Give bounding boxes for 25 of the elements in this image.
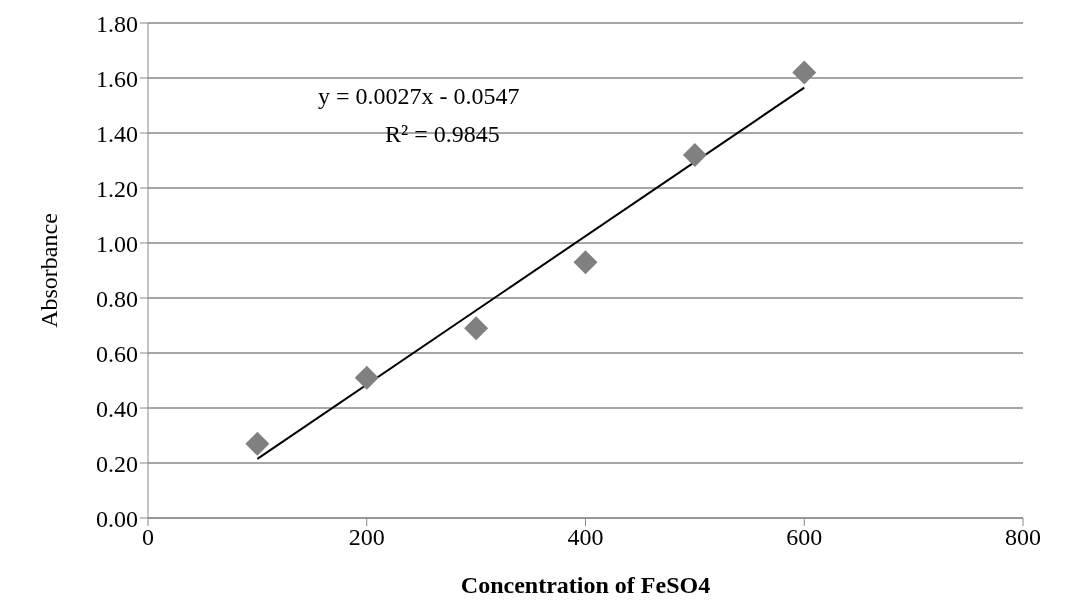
x-tick-label: 400 [567,524,604,551]
point [245,431,270,456]
y-tick-label: 0.00 [96,505,138,532]
y-tick-label: 0.20 [96,450,138,477]
y-tick-label: 1.80 [96,10,138,37]
y-tick-label: 1.00 [96,230,138,257]
y-tick-label: 1.40 [96,120,138,147]
x-tick-label: 800 [1005,524,1041,551]
y-axis-title: Absorbance [35,213,62,328]
x-tick-label: 0 [142,524,154,551]
point [354,365,379,390]
y-tick-label: 1.20 [96,175,138,202]
annotation: y = 0.0027x - 0.0547 [318,83,520,110]
x-tick-label: 200 [348,524,385,551]
point [464,316,489,341]
annotation: R² = 0.9845 [385,121,500,148]
y-tick-label: 1.60 [96,65,138,92]
x-tick-label: 600 [786,524,823,551]
x-axis-title: Concentration of FeSO4 [460,572,711,598]
y-tick-label: 0.40 [96,395,138,422]
y-tick-label: 0.80 [96,285,138,312]
point [573,250,598,275]
point [792,60,817,85]
y-tick-label: 0.60 [96,340,138,367]
point [682,143,707,167]
